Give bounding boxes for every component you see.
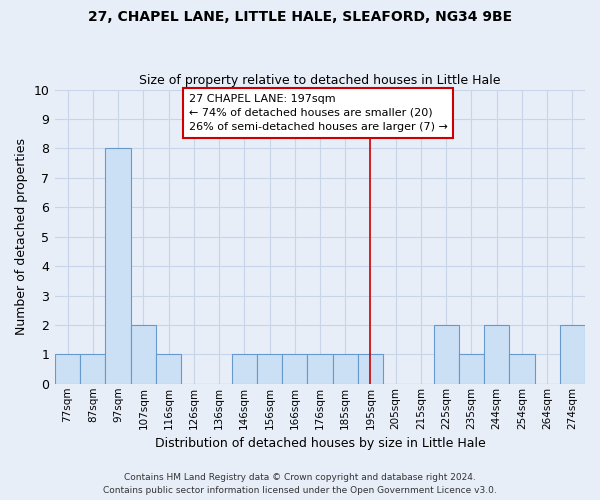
Bar [282, 354, 307, 384]
Bar [434, 325, 459, 384]
Bar [131, 325, 156, 384]
Bar [80, 354, 106, 384]
Y-axis label: Number of detached properties: Number of detached properties [15, 138, 28, 335]
Text: 27 CHAPEL LANE: 197sqm
← 74% of detached houses are smaller (20)
26% of semi-det: 27 CHAPEL LANE: 197sqm ← 74% of detached… [189, 94, 448, 132]
Bar [560, 325, 585, 384]
Bar [332, 354, 358, 384]
X-axis label: Distribution of detached houses by size in Little Hale: Distribution of detached houses by size … [155, 437, 485, 450]
Text: 27, CHAPEL LANE, LITTLE HALE, SLEAFORD, NG34 9BE: 27, CHAPEL LANE, LITTLE HALE, SLEAFORD, … [88, 10, 512, 24]
Bar [55, 354, 80, 384]
Bar [232, 354, 257, 384]
Bar [484, 325, 509, 384]
Bar [156, 354, 181, 384]
Title: Size of property relative to detached houses in Little Hale: Size of property relative to detached ho… [139, 74, 501, 87]
Bar [358, 354, 383, 384]
Bar [459, 354, 484, 384]
Bar [106, 148, 131, 384]
Text: Contains HM Land Registry data © Crown copyright and database right 2024.
Contai: Contains HM Land Registry data © Crown c… [103, 474, 497, 495]
Bar [307, 354, 332, 384]
Bar [257, 354, 282, 384]
Bar [509, 354, 535, 384]
